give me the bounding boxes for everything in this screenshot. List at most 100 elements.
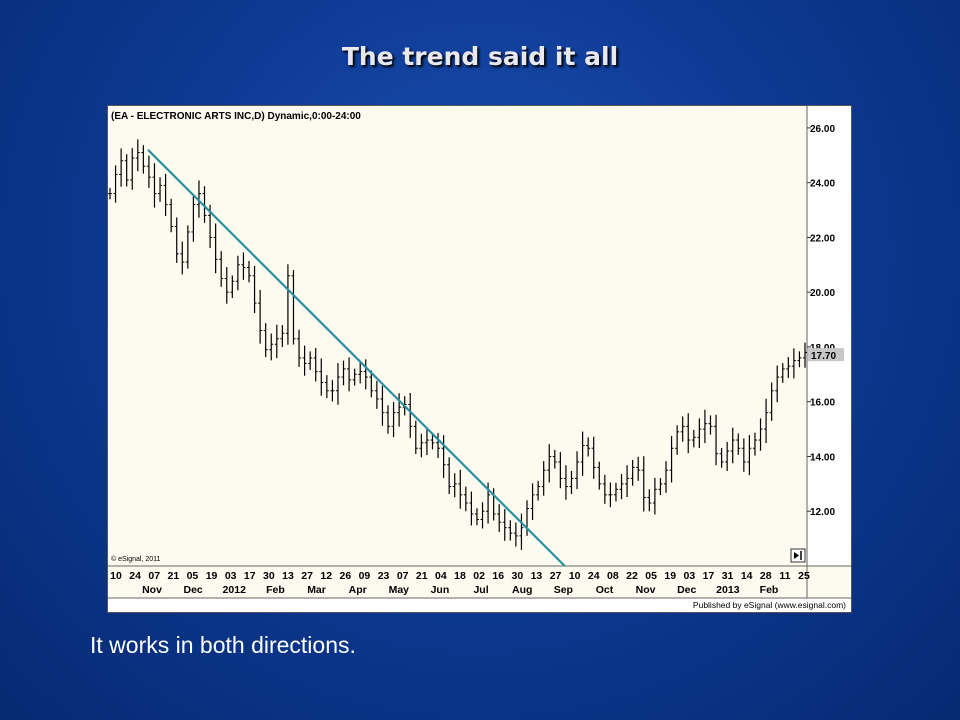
price-bar: [141, 145, 146, 174]
x-day-label: 19: [664, 570, 676, 582]
price-bar: [224, 267, 229, 304]
price-bar: [686, 413, 691, 454]
price-bar: [152, 163, 157, 208]
price-bar: [419, 433, 424, 458]
last-price-label: 17.70: [811, 351, 836, 362]
chart-svg: (EA - ELECTRONIC ARTS INC,D) Dynamic,0:0…: [108, 106, 851, 610]
x-day-label: 12: [320, 570, 332, 582]
price-bar: [313, 348, 318, 382]
x-month-label: Dec: [184, 584, 203, 596]
price-bar: [285, 264, 290, 345]
downtrend-line: [147, 149, 567, 566]
chart-title: (EA - ELECTRONIC ARTS INC,D) Dynamic,0:0…: [111, 111, 361, 122]
price-bar: [319, 358, 324, 396]
price-bar: [146, 155, 151, 188]
price-bar: [252, 265, 257, 313]
x-day-label: 18: [454, 570, 466, 582]
price-bar: [769, 382, 774, 421]
x-day-label: 04: [435, 570, 447, 582]
price-bar: [558, 452, 563, 489]
x-day-label: 11: [779, 570, 790, 582]
price-bar: [591, 436, 596, 479]
y-tick-label: 22.00: [810, 233, 835, 244]
x-day-label: 17: [703, 570, 715, 582]
price-bar: [497, 504, 502, 533]
y-tick-label: 12.00: [810, 507, 835, 518]
price-bar: [775, 365, 780, 403]
slide-caption: It works in both directions.: [90, 632, 356, 658]
price-bar: [797, 351, 802, 368]
x-day-label: 26: [339, 570, 351, 582]
price-bar: [519, 513, 524, 550]
price-bar: [108, 187, 112, 200]
x-month-label: Feb: [760, 584, 779, 596]
price-bar: [702, 409, 707, 444]
slide-title: The trend said it all: [341, 42, 619, 71]
price-bar: [647, 489, 652, 512]
price-bar: [547, 444, 552, 483]
price-bar: [480, 502, 485, 529]
x-month-label: Sep: [554, 584, 573, 596]
price-bar: [691, 429, 696, 448]
price-bar: [124, 154, 129, 187]
price-bar: [664, 461, 668, 493]
price-bar: [330, 380, 335, 402]
x-month-label: Feb: [266, 584, 285, 596]
x-day-label: 07: [397, 570, 409, 582]
x-month-label: Oct: [596, 584, 614, 596]
price-bar: [463, 486, 468, 512]
price-bar: [669, 435, 674, 483]
price-bar: [803, 342, 807, 368]
price-bar: [219, 251, 224, 287]
price-bar: [247, 260, 251, 283]
price-bar: [680, 416, 685, 442]
price-bar: [602, 474, 607, 504]
price-bar: [586, 437, 591, 457]
price-bar: [563, 465, 568, 500]
price-bar: [180, 241, 185, 275]
price-bar: [764, 398, 769, 444]
price-bar: [135, 139, 140, 172]
price-bar: [719, 447, 724, 468]
scroll-right-icon[interactable]: [790, 548, 806, 563]
price-bar: [119, 148, 124, 187]
price-bar: [280, 325, 285, 347]
x-day-label: 08: [607, 570, 619, 582]
price-bar: [736, 433, 741, 455]
y-tick-label: 16.00: [810, 398, 835, 409]
price-bar: [269, 333, 274, 361]
x-day-label: 03: [225, 570, 237, 582]
x-day-label: 21: [416, 570, 428, 582]
price-bar: [580, 431, 585, 476]
price-bar: [758, 418, 763, 451]
price-bar: [469, 491, 474, 526]
price-bar: [169, 198, 174, 233]
price-bar: [541, 461, 546, 496]
price-bar: [185, 225, 190, 269]
price-bar: [258, 290, 263, 344]
x-day-label: 02: [473, 570, 485, 582]
price-bar: [791, 348, 796, 379]
price-bar: [652, 477, 657, 515]
x-day-label: 10: [569, 570, 581, 582]
publisher-label: Published by eSignal (www.esignal.com): [693, 600, 846, 610]
price-bar: [408, 392, 413, 438]
price-bar: [552, 449, 557, 469]
x-day-label: 30: [511, 570, 523, 582]
price-bar: [352, 368, 357, 386]
price-bar: [474, 508, 479, 526]
x-month-label: Aug: [512, 584, 532, 596]
price-bar: [335, 363, 340, 405]
price-bar: [569, 470, 574, 494]
x-day-label: 05: [187, 570, 199, 582]
x-day-label: 17: [244, 570, 256, 582]
x-day-label: 10: [110, 570, 122, 582]
x-month-label: May: [389, 584, 410, 596]
price-bar: [391, 401, 396, 438]
price-bar: [747, 435, 752, 476]
last-price-marker: 17.70: [808, 348, 844, 362]
x-month-label: Mar: [307, 584, 326, 596]
price-bar: [780, 363, 785, 383]
y-axis-panel: [807, 106, 851, 566]
price-bar: [341, 360, 346, 386]
